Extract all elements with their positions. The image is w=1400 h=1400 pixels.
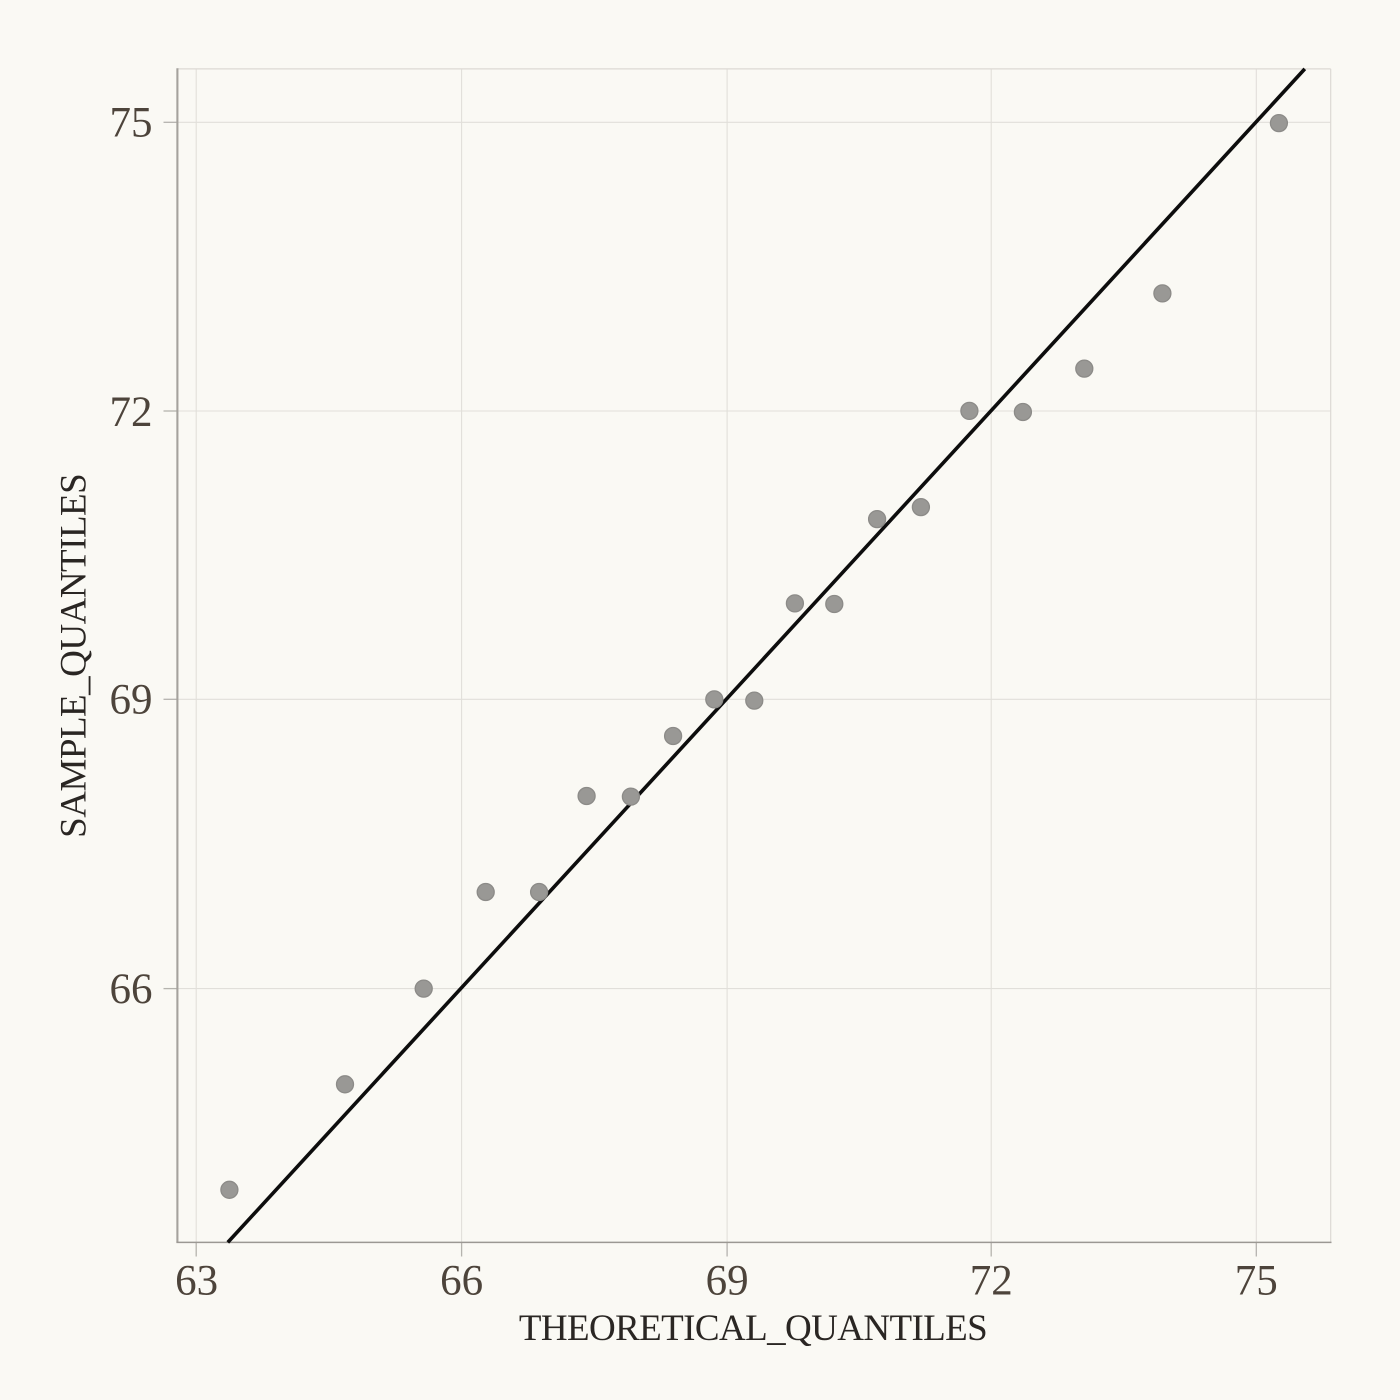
svg-text:69: 69 bbox=[110, 677, 153, 724]
svg-text:72: 72 bbox=[110, 389, 153, 436]
svg-text:75: 75 bbox=[110, 100, 153, 147]
svg-text:THEORETICAL_QUANTILES: THEORETICAL_QUANTILES bbox=[519, 1308, 987, 1349]
svg-text:63: 63 bbox=[175, 1257, 218, 1304]
svg-text:72: 72 bbox=[970, 1257, 1013, 1304]
svg-text:66: 66 bbox=[440, 1257, 483, 1304]
svg-text:75: 75 bbox=[1235, 1257, 1278, 1304]
svg-text:SAMPLE_QUANTILES: SAMPLE_QUANTILES bbox=[54, 474, 95, 838]
svg-text:66: 66 bbox=[110, 966, 153, 1013]
svg-text:69: 69 bbox=[706, 1257, 749, 1304]
